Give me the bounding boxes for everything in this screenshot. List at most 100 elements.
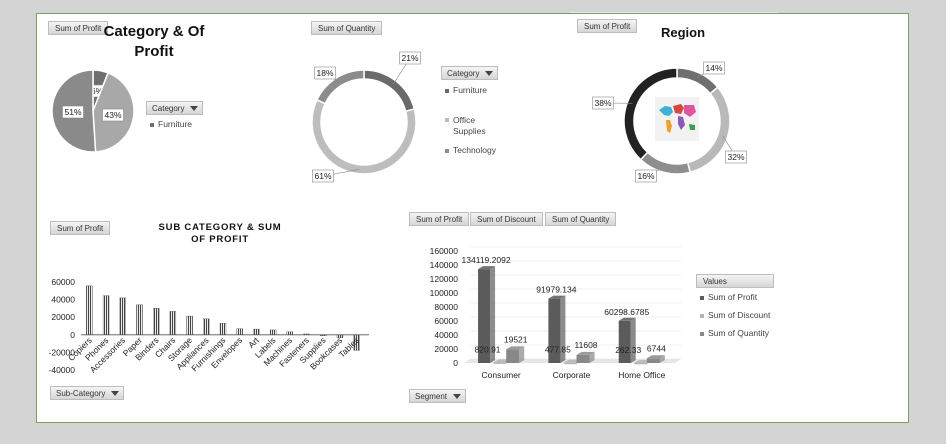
- y-tick-label: 80000: [434, 302, 458, 312]
- legend-label: Furniture: [158, 119, 193, 129]
- pie-data-label: 16%: [637, 171, 654, 181]
- pie-data-label: 38%: [594, 98, 611, 108]
- pie-data-label: 21%: [401, 53, 418, 63]
- y-tick-label: 20000: [434, 344, 458, 354]
- bar-top: [506, 346, 525, 350]
- sum-of-profit-field-button-2[interactable]: Sum of Profit: [577, 19, 638, 33]
- bar-side: [519, 346, 525, 363]
- bar-side: [560, 295, 566, 363]
- bar-top: [576, 351, 595, 355]
- pie-slice: [623, 67, 678, 161]
- x-tick-label: Consumer: [482, 370, 521, 380]
- bar-front: [646, 358, 660, 363]
- y-tick-label: 20000: [51, 312, 75, 322]
- category-filter-dropdown-2[interactable]: Category: [441, 66, 499, 80]
- category-filter-dropdown[interactable]: Category: [146, 101, 204, 115]
- pie-data-label-box: [592, 96, 614, 110]
- legend-label: Sum of Discount: [708, 310, 771, 320]
- x-tick-label: Home Office: [618, 370, 665, 380]
- legend-label: Sum of Profit: [708, 292, 758, 302]
- legend-swatch: [445, 88, 449, 93]
- data-label: 6744: [647, 343, 666, 353]
- subcategory-filter-dropdown[interactable]: Sub-Category: [50, 386, 125, 400]
- segment-legend-profit: Sum of Profit: [700, 292, 757, 302]
- legend-swatch: [445, 118, 449, 122]
- bar-front: [506, 349, 520, 363]
- segment-filter-label: Segment: [415, 392, 448, 401]
- sum-of-quantity-field-button-2[interactable]: Sum of Quantity: [545, 212, 617, 226]
- sum-of-quantity-field-button[interactable]: Sum of Quantity: [311, 21, 383, 35]
- y-tick-label: 100000: [430, 288, 459, 298]
- bar-side: [630, 317, 636, 363]
- pie1-title: Category & Of Profit: [103, 23, 205, 60]
- donut2-legend-item-office-supplies: Office Supplies: [445, 115, 500, 137]
- chevron-down-icon: [111, 391, 120, 396]
- y-tick-label: 120000: [430, 274, 459, 284]
- sum-of-discount-field-button[interactable]: Sum of Discount: [470, 212, 543, 226]
- chevron-down-icon: [190, 106, 199, 111]
- pie-data-label-box: [312, 169, 334, 183]
- bar-front: [478, 269, 491, 363]
- bar-front: [576, 354, 590, 363]
- pie-data-label: 6%: [91, 86, 104, 96]
- legend-swatch: [700, 313, 704, 318]
- donut2-legend-item-technology: Technology: [445, 145, 496, 155]
- bar-top: [618, 317, 636, 321]
- bar-top: [478, 266, 496, 270]
- bar-side: [490, 266, 496, 363]
- legend-swatch: [445, 148, 449, 153]
- data-label: 91979.134: [536, 285, 576, 295]
- data-label: 820.91: [475, 344, 501, 354]
- data-label: 477.85: [545, 345, 571, 355]
- data-label: 134119.2092: [462, 255, 511, 265]
- bar-front: [493, 362, 507, 364]
- data-label: 262.33: [615, 345, 641, 355]
- chevron-down-icon: [485, 71, 494, 76]
- pie-data-label-box: [102, 108, 124, 122]
- legend-label: Technology: [453, 145, 497, 155]
- legend-swatch: [700, 295, 704, 300]
- sum-of-profit-field-button-3[interactable]: Sum of Profit: [50, 221, 111, 235]
- bar-front: [548, 298, 561, 363]
- pie-data-label: 32%: [727, 152, 744, 162]
- subcategory-filter-label: Sub-Category: [56, 389, 106, 398]
- pie-data-label: 18%: [316, 68, 333, 78]
- category-filter-label: Category: [152, 104, 185, 113]
- donut2-legend-item-furniture: Furniture: [445, 85, 487, 95]
- pie-data-label: 43%: [104, 110, 121, 120]
- y-tick-label: 0: [70, 330, 75, 340]
- y-tick-label: 160000: [430, 246, 459, 256]
- y-tick-label: 40000: [434, 330, 458, 340]
- bar-front: [618, 320, 631, 363]
- values-field-button[interactable]: Values: [696, 274, 774, 288]
- pie-data-label: 14%: [705, 63, 722, 73]
- sum-of-profit-field-button[interactable]: Sum of Profit: [48, 21, 109, 35]
- legend-label: Furniture: [453, 85, 488, 95]
- y-tick-label: 60000: [434, 316, 458, 326]
- pie-data-label-box: [399, 51, 421, 65]
- legend-swatch: [700, 331, 704, 336]
- region-title: Region: [660, 25, 706, 40]
- bar-front: [634, 362, 648, 365]
- segment-filter-dropdown[interactable]: Segment: [409, 389, 467, 403]
- pie-slice: [315, 69, 365, 105]
- y-tick-label: -20000: [49, 347, 76, 357]
- legend-label: Sum of Quantity: [708, 328, 769, 338]
- y-tick-label: -40000: [49, 365, 76, 375]
- legend-label: Office Supplies: [453, 115, 486, 136]
- pie-data-label-box: [703, 61, 725, 75]
- x-tick-label: Corporate: [553, 370, 591, 380]
- y-tick-label: 0: [453, 358, 458, 368]
- sum-of-profit-field-button-4[interactable]: Sum of Profit: [409, 212, 470, 226]
- pie-data-label-box: [314, 66, 336, 80]
- pie-data-label: 61%: [314, 171, 331, 181]
- segment-legend-discount: Sum of Discount: [700, 310, 770, 320]
- pie1-legend-item: Furniture: [150, 119, 192, 129]
- pie-data-label: 51%: [64, 107, 81, 117]
- pie-data-label-box: [62, 105, 84, 119]
- legend-swatch: [150, 122, 154, 127]
